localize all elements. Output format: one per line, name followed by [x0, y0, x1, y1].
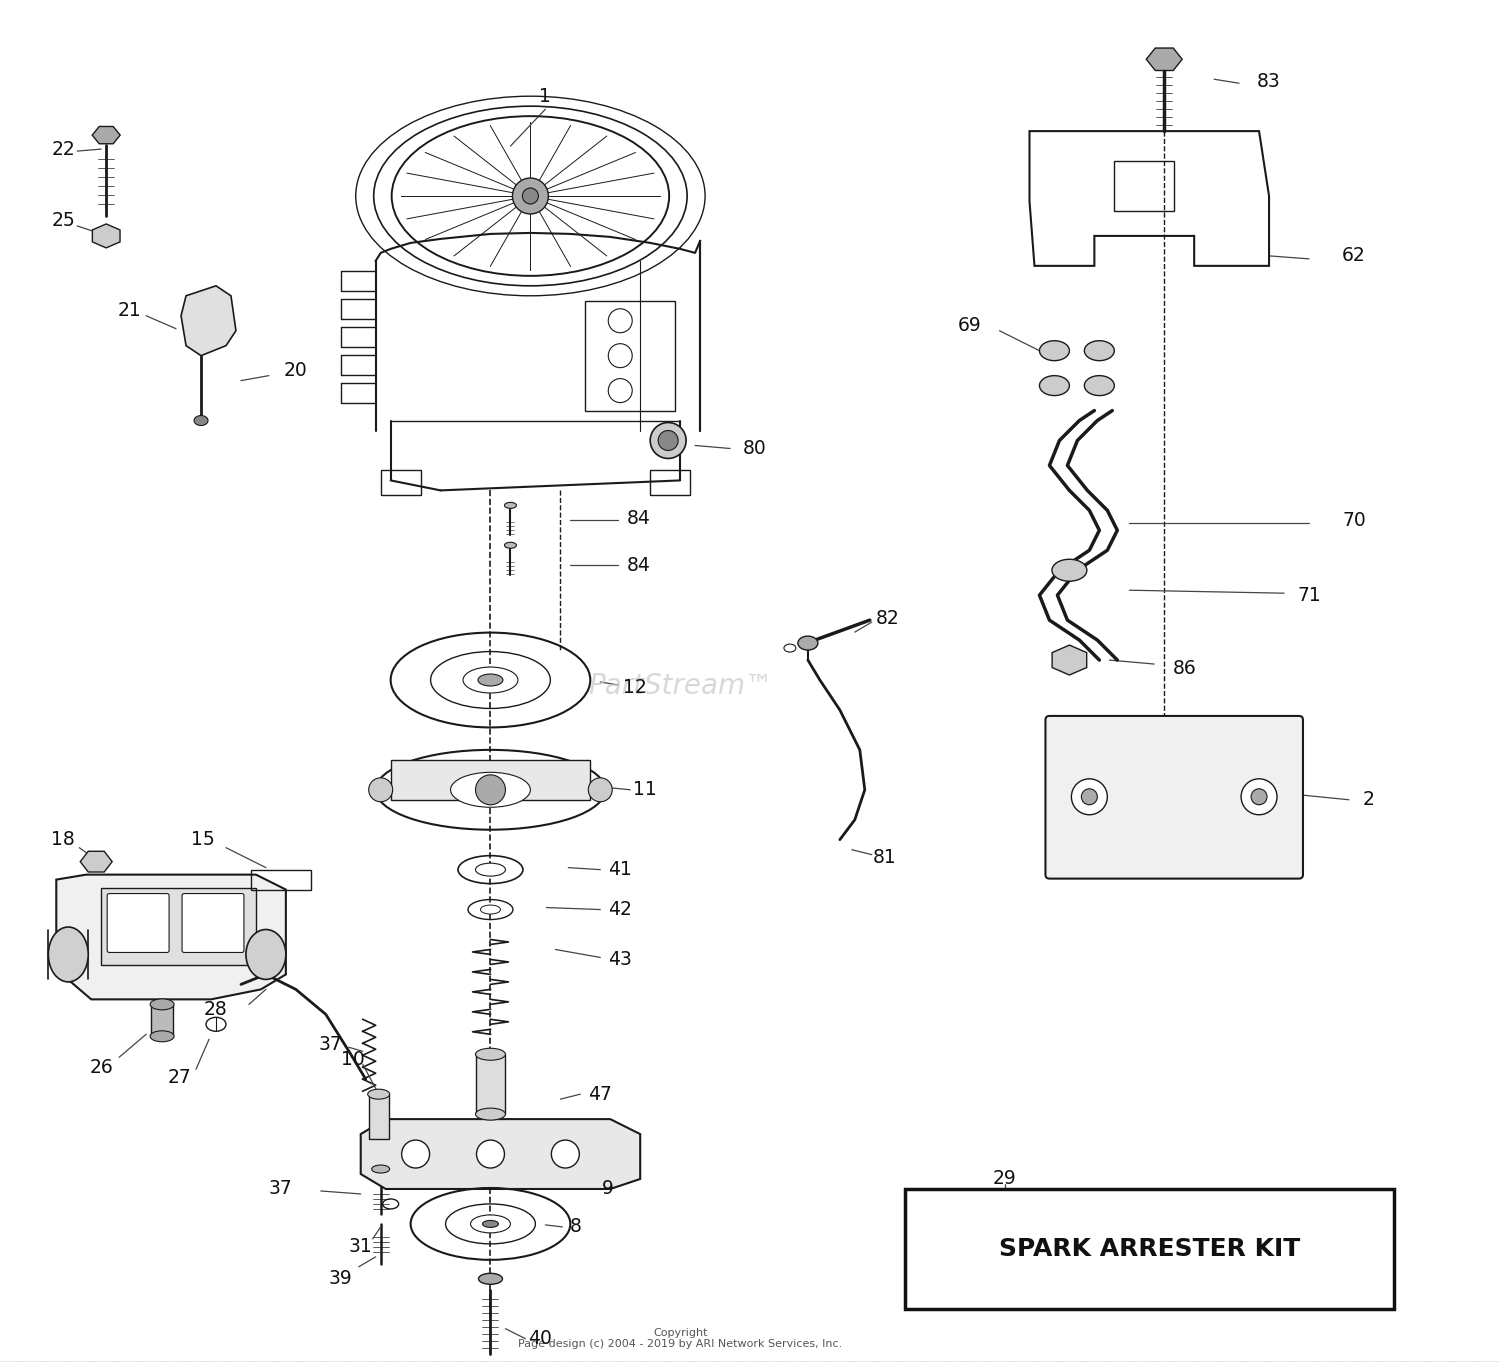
FancyBboxPatch shape: [182, 893, 244, 952]
Text: 37: 37: [268, 1180, 292, 1199]
Text: 20: 20: [284, 361, 308, 380]
Text: 41: 41: [609, 860, 631, 879]
Circle shape: [476, 775, 506, 805]
Ellipse shape: [1040, 340, 1070, 361]
Circle shape: [1071, 779, 1107, 815]
Circle shape: [513, 178, 549, 214]
Polygon shape: [390, 760, 591, 800]
Ellipse shape: [372, 1165, 390, 1173]
Text: 12: 12: [624, 679, 646, 697]
Text: 37: 37: [320, 1034, 342, 1054]
Text: 40: 40: [528, 1329, 552, 1349]
Ellipse shape: [1084, 376, 1114, 395]
Ellipse shape: [476, 863, 506, 877]
Ellipse shape: [798, 637, 818, 650]
Circle shape: [522, 188, 538, 204]
Text: 39: 39: [328, 1269, 352, 1288]
Polygon shape: [360, 1120, 640, 1190]
Text: 22: 22: [51, 140, 75, 159]
Polygon shape: [1052, 645, 1086, 675]
Polygon shape: [182, 285, 236, 355]
Circle shape: [650, 423, 686, 458]
Text: 43: 43: [609, 949, 631, 969]
Text: 28: 28: [204, 1000, 228, 1019]
Text: 80: 80: [742, 439, 766, 458]
Text: 86: 86: [1173, 659, 1196, 678]
Polygon shape: [93, 224, 120, 248]
Text: 2: 2: [1364, 790, 1376, 809]
Ellipse shape: [504, 542, 516, 549]
Circle shape: [402, 1140, 429, 1168]
Circle shape: [552, 1140, 579, 1168]
Ellipse shape: [450, 772, 531, 807]
FancyBboxPatch shape: [904, 1190, 1394, 1309]
Text: 1: 1: [540, 86, 552, 106]
Text: 21: 21: [117, 302, 141, 320]
Ellipse shape: [1052, 560, 1088, 582]
FancyBboxPatch shape: [1046, 716, 1304, 878]
Text: Copyright
Page design (c) 2004 - 2019 by ARI Network Services, Inc.: Copyright Page design (c) 2004 - 2019 by…: [518, 1328, 843, 1350]
Text: 27: 27: [166, 1067, 190, 1087]
Text: 29: 29: [993, 1169, 1017, 1188]
Polygon shape: [57, 874, 286, 999]
Text: 70: 70: [1342, 510, 1366, 530]
FancyBboxPatch shape: [100, 888, 256, 966]
Text: 47: 47: [588, 1085, 612, 1103]
Polygon shape: [1146, 48, 1182, 70]
Ellipse shape: [1084, 340, 1114, 361]
Text: 84: 84: [627, 509, 650, 528]
Ellipse shape: [150, 1030, 174, 1041]
Text: 25: 25: [51, 211, 75, 230]
Circle shape: [477, 1140, 504, 1168]
Text: 31: 31: [350, 1238, 372, 1257]
Text: SPARK ARRESTER KIT: SPARK ARRESTER KIT: [999, 1238, 1300, 1261]
Text: 15: 15: [190, 830, 214, 849]
Text: PartStream™: PartStream™: [588, 672, 772, 700]
Text: 18: 18: [51, 830, 75, 849]
Ellipse shape: [480, 906, 501, 914]
Circle shape: [369, 778, 393, 801]
Text: 81: 81: [873, 848, 897, 867]
Text: 11: 11: [633, 781, 657, 800]
FancyBboxPatch shape: [152, 1004, 172, 1036]
FancyBboxPatch shape: [476, 1054, 506, 1114]
Ellipse shape: [368, 1089, 390, 1099]
FancyBboxPatch shape: [369, 1095, 388, 1139]
Ellipse shape: [476, 1109, 506, 1120]
Ellipse shape: [194, 416, 208, 425]
Text: 71: 71: [1298, 586, 1322, 605]
Ellipse shape: [464, 667, 518, 693]
Circle shape: [658, 431, 678, 450]
Ellipse shape: [478, 1273, 502, 1284]
Text: 84: 84: [627, 556, 650, 575]
Circle shape: [1240, 779, 1276, 815]
Circle shape: [1251, 789, 1268, 805]
Ellipse shape: [471, 1216, 510, 1233]
Text: 8: 8: [570, 1217, 582, 1236]
Circle shape: [1082, 789, 1098, 805]
Text: 26: 26: [90, 1058, 112, 1077]
Text: 83: 83: [1257, 71, 1281, 91]
Ellipse shape: [476, 1048, 506, 1061]
Ellipse shape: [48, 927, 88, 982]
Text: 62: 62: [1342, 247, 1366, 265]
Text: 69: 69: [957, 316, 981, 335]
Text: 82: 82: [876, 609, 900, 627]
Polygon shape: [80, 851, 112, 873]
Ellipse shape: [1040, 376, 1070, 395]
Text: 10: 10: [340, 1050, 364, 1069]
Ellipse shape: [246, 929, 286, 980]
FancyBboxPatch shape: [106, 893, 170, 952]
Text: 9: 9: [603, 1180, 613, 1199]
Text: 42: 42: [609, 900, 631, 919]
Polygon shape: [92, 126, 120, 144]
Circle shape: [588, 778, 612, 801]
Ellipse shape: [483, 1221, 498, 1228]
Ellipse shape: [478, 674, 502, 686]
Ellipse shape: [150, 999, 174, 1010]
Ellipse shape: [504, 502, 516, 509]
